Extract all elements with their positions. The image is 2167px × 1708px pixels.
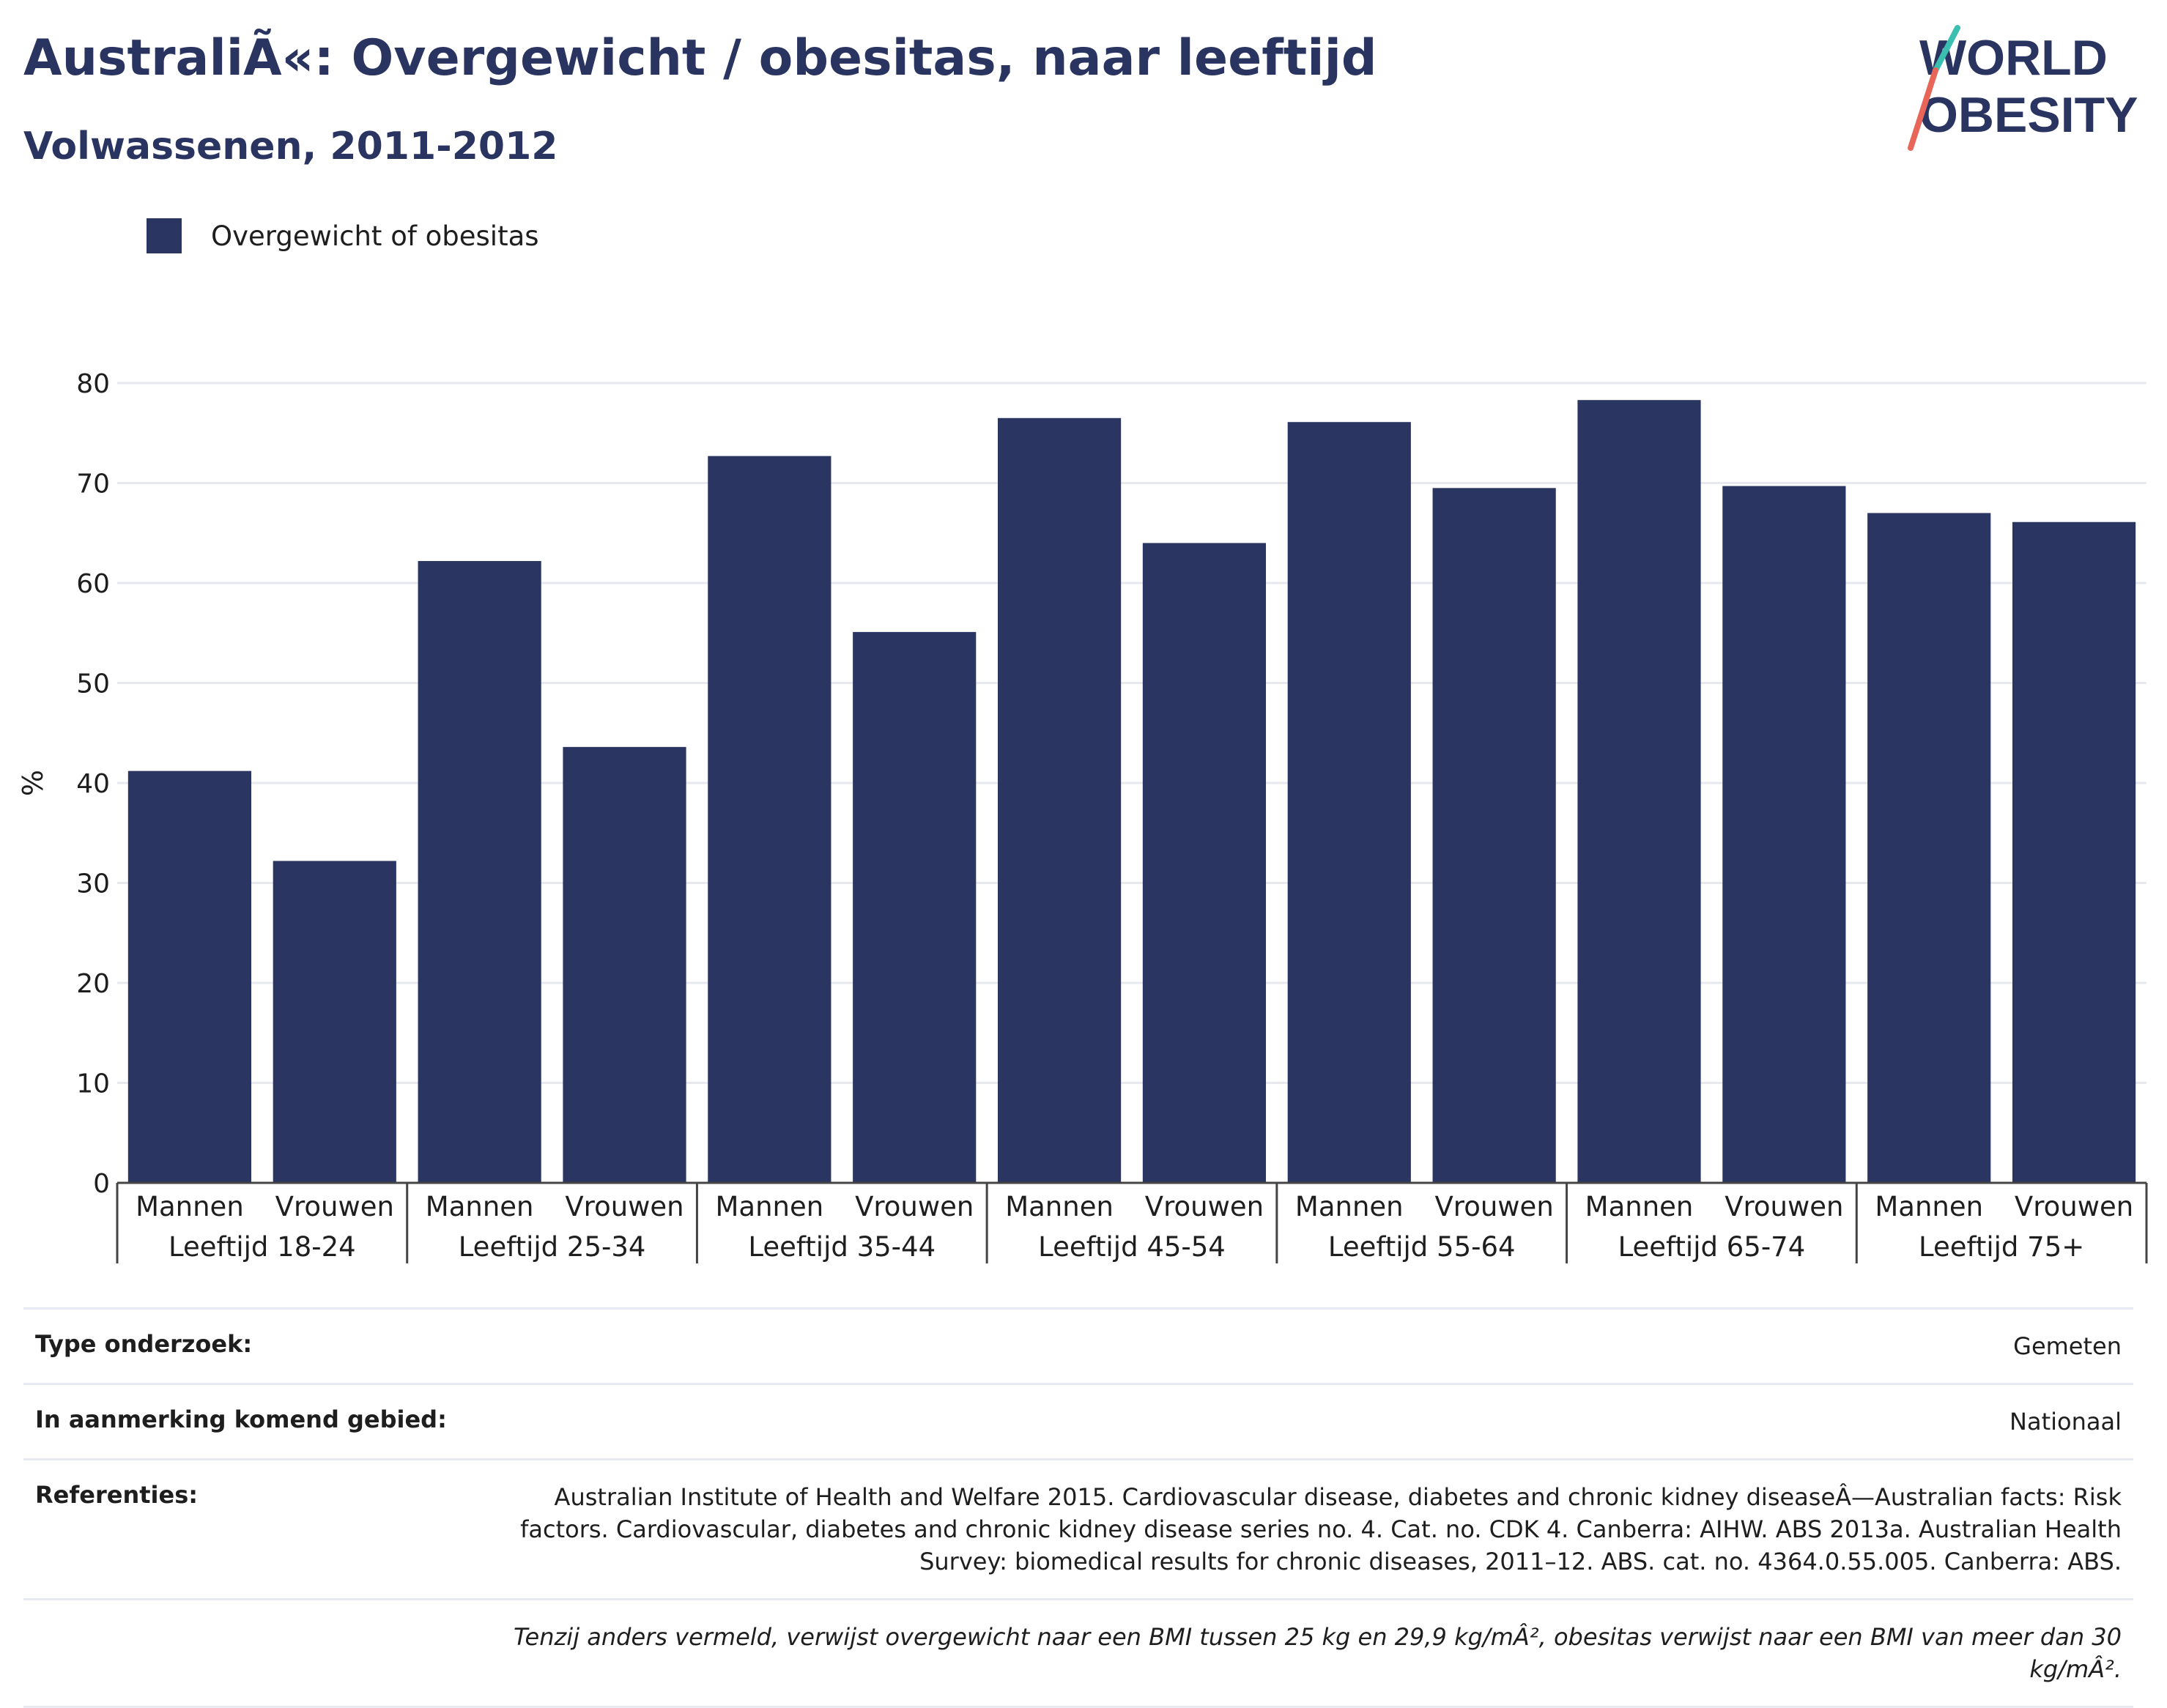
x-tick-label: Mannen [426, 1191, 534, 1222]
table-row: Tenzij anders vermeld, verwijst overgewi… [23, 1598, 2133, 1708]
row-key: Referenties: [35, 1481, 199, 1509]
world-obesity-logo: WORLD OBESITY [1908, 25, 2138, 151]
y-tick-label: 0 [93, 1169, 110, 1199]
x-tick-label: Mannen [1585, 1191, 1694, 1222]
svg-text:WORLD: WORLD [1919, 30, 2108, 86]
table-row: Referenties: Australian Institute of Hea… [23, 1458, 2133, 1598]
bar [418, 560, 541, 1183]
y-tick-label: 70 [76, 469, 110, 500]
bar [1287, 422, 1411, 1183]
row-value: Nationaal [2009, 1408, 2122, 1436]
bar [708, 456, 831, 1183]
y-tick-label: 80 [76, 369, 110, 399]
bar [273, 861, 396, 1183]
chart-title: AustraliÃ«: Overgewicht / obesitas, naar… [23, 29, 1377, 87]
bar [1432, 488, 1556, 1183]
bar [1867, 513, 1991, 1183]
bar [997, 417, 1122, 1183]
y-tick-label: 60 [76, 569, 110, 599]
y-tick-label: 40 [76, 769, 110, 799]
bar [563, 746, 686, 1183]
x-tick-label: Mannen [1295, 1191, 1404, 1222]
y-tick-label: 10 [76, 1069, 110, 1099]
group-label: Leeftijd 35-44 [748, 1231, 936, 1263]
group-label: Leeftijd 25-34 [459, 1231, 646, 1263]
info-table: Type onderzoek: Gemeten In aanmerking ko… [23, 1307, 2133, 1708]
legend-swatch [147, 218, 182, 253]
x-tick-label: Mannen [136, 1191, 244, 1222]
x-tick-label: Mannen [1005, 1191, 1114, 1222]
x-tick-label: Mannen [715, 1191, 823, 1222]
group-label: Leeftijd 18-24 [168, 1231, 356, 1263]
group-label: Leeftijd 75+ [1919, 1231, 2084, 1263]
table-row: In aanmerking komend gebied: Nationaal [23, 1383, 2133, 1458]
bar [1722, 486, 1846, 1183]
x-tick-label: Vrouwen [2015, 1191, 2133, 1222]
x-tick-label: Vrouwen [565, 1191, 684, 1222]
bar [2012, 521, 2136, 1183]
row-value: Gemeten [2013, 1332, 2122, 1360]
group-label: Leeftijd 65-74 [1618, 1231, 1806, 1263]
group-label: Leeftijd 55-64 [1328, 1231, 1516, 1263]
bar [1577, 400, 1701, 1183]
x-tick-label: Vrouwen [1435, 1191, 1554, 1222]
bar [1142, 543, 1267, 1183]
svg-text:OBESITY: OBESITY [1919, 87, 2138, 143]
footnote: Tenzij anders vermeld, verwijst overgewi… [513, 1623, 2122, 1683]
row-key: In aanmerking komend gebied: [35, 1406, 447, 1433]
references-text: Australian Institute of Health and Welfa… [520, 1483, 2122, 1575]
x-tick-label: Vrouwen [275, 1191, 394, 1222]
row-key: Type onderzoek: [35, 1330, 253, 1358]
x-tick-label: Vrouwen [1725, 1191, 1843, 1222]
legend-label: Overgewicht of obesitas [211, 220, 539, 252]
bar-chart: 0 10 20 30 40 50 60 70 80% Mannen Vrouwen Mannen Vro… [17, 369, 2148, 1263]
y-tick-label: 50 [76, 669, 110, 699]
x-tick-label: Vrouwen [855, 1191, 974, 1222]
y-tick-label: 20 [76, 969, 110, 999]
legend: Overgewicht of obesitas [147, 218, 539, 253]
chart-subtitle: Volwassenen, 2011-2012 [23, 125, 558, 168]
group-label: Leeftijd 45-54 [1038, 1231, 1226, 1263]
table-row: Type onderzoek: Gemeten [23, 1307, 2133, 1383]
bar [853, 631, 977, 1183]
x-tick-label: Mannen [1875, 1191, 1983, 1222]
y-axis-label: % [17, 770, 49, 796]
y-tick-label: 30 [76, 869, 110, 899]
bar [127, 771, 252, 1183]
x-tick-label: Vrouwen [1145, 1191, 1264, 1222]
